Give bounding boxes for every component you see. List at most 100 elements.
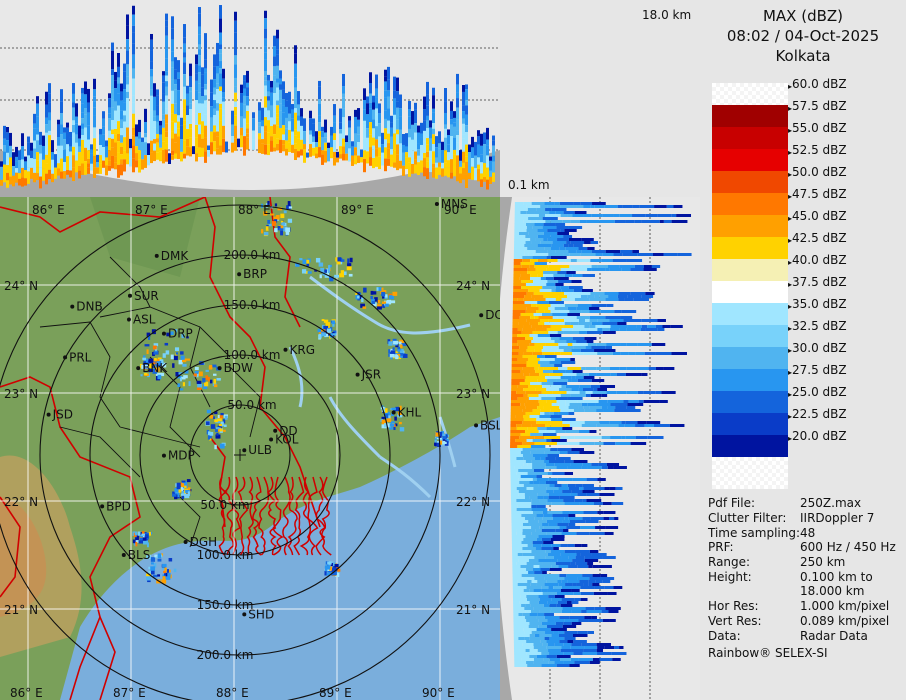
- lat-label-left: 23° N: [4, 387, 38, 401]
- lon-label-bottom: 88° E: [216, 686, 249, 700]
- legend-row: ▸ 50.0 dBZ: [712, 165, 902, 193]
- city-label: KOL: [275, 432, 299, 446]
- ring-label-south: 50.0 km: [200, 498, 249, 512]
- lat-label-right: 24° N: [456, 279, 490, 293]
- lon-label-bottom: 87° E: [113, 686, 146, 700]
- state-border: [0, 496, 21, 598]
- legend-swatch: [712, 281, 788, 303]
- radar-map-plot[interactable]: 50.0 km 100.0 km 150.0 km 200.0 km 50.0 km 10…: [0, 197, 500, 700]
- district-border: [229, 366, 261, 438]
- legend-tick-icon: ▸: [788, 214, 793, 223]
- ring-label-north: 200.0 km: [224, 248, 281, 262]
- city-label: BLS: [128, 548, 151, 562]
- legend-row: ▸ 25.0 dBZ: [712, 385, 902, 413]
- info-value: 0.089 km/pixel: [800, 613, 890, 628]
- city-marker: [237, 272, 242, 277]
- legend-label: 50.0 dBZ: [792, 165, 847, 179]
- legend-row: ▸ 30.0 dBZ: [712, 341, 902, 369]
- legend-swatch: [712, 325, 788, 347]
- city-label: BSL: [480, 418, 500, 432]
- profile-echoes: [510, 202, 692, 667]
- info-value: 0.100 km to 18.000 km: [800, 570, 873, 598]
- city-label: JSR: [361, 368, 382, 382]
- district-border: [149, 356, 201, 458]
- city-label: ULB: [248, 443, 272, 457]
- legend-row: ▸ 37.5 dBZ: [712, 275, 902, 303]
- info-row: Data: Radar Data: [708, 629, 904, 644]
- river: [288, 346, 304, 408]
- info-row: Vert Res: 0.089 km/pixel: [708, 614, 904, 629]
- legend-row: ▸ 45.0 dBZ: [712, 209, 902, 237]
- east-west-profile-plot: [500, 197, 700, 700]
- info-value: 1.000 km/pixel: [800, 599, 890, 613]
- legend-swatch: [712, 435, 788, 457]
- lat-label-right: 21° N: [456, 603, 490, 617]
- legend-row: ▸ 27.5 dBZ: [712, 363, 902, 391]
- lat-label-right: 22° N: [456, 495, 490, 509]
- legend-row: ▸ 55.0 dBZ: [712, 121, 902, 149]
- legend-label: 57.5 dBZ: [792, 99, 847, 113]
- info-row: Height: 0.100 km to 18.000 km: [708, 570, 904, 598]
- legend-row: ▸ 52.5 dBZ: [712, 143, 902, 171]
- lon-label-top: 88° E: [238, 203, 271, 217]
- city-marker: [136, 366, 141, 371]
- state-border: [99, 616, 116, 700]
- legend-swatch: [712, 413, 788, 435]
- city-marker: [269, 437, 274, 442]
- city-label: MNS: [441, 197, 468, 211]
- info-row: Clutter Filter: IIRDoppler 7: [708, 511, 904, 526]
- legend-tick-icon: ▸: [788, 236, 793, 245]
- city-label: DMK: [161, 249, 190, 263]
- ground-shadow: [500, 197, 512, 700]
- city-marker: [355, 372, 360, 377]
- legend-swatch: [712, 369, 788, 391]
- city-marker: [127, 293, 132, 298]
- city-label: ASL: [133, 313, 156, 327]
- state-border: [0, 376, 141, 700]
- city-label: BPD: [106, 499, 131, 513]
- radar-map[interactable]: 50.0 km 100.0 km 150.0 km 200.0 km 50.0 km 10…: [0, 197, 500, 700]
- city-label: DCA: [485, 308, 500, 322]
- lon-label-top: 86° E: [32, 203, 65, 217]
- city-label: BNK: [142, 361, 168, 375]
- info-key: Time sampling:: [708, 525, 801, 540]
- highland-peak-area: [0, 497, 47, 617]
- legend-row: ▸ 22.5 dBZ: [712, 407, 902, 435]
- legend-label: 60.0 dBZ: [792, 77, 847, 91]
- legend-label: 42.5 dBZ: [792, 231, 847, 245]
- height-bottom-label: 0.1 km: [508, 178, 550, 192]
- ring-label-south: 200.0 km: [197, 648, 254, 662]
- corner-panel: 18.0 km 0.1 km: [500, 0, 700, 197]
- city-marker: [63, 355, 68, 360]
- city-label: KHL: [398, 405, 422, 419]
- legend-label: 27.5 dBZ: [792, 363, 847, 377]
- legend-tick-icon: ▸: [788, 148, 793, 157]
- lon-label-top: 90° E: [444, 203, 477, 217]
- ring-label-south: 100.0 km: [197, 548, 254, 562]
- legend-row: ▸ 57.5 dBZ: [712, 99, 902, 127]
- info-value: 250 km: [800, 555, 846, 570]
- info-value: IIRDoppler 7: [800, 510, 875, 525]
- legend-tick-icon: ▸: [788, 434, 793, 443]
- software-credit: Rainbow® SELEX-SI: [708, 646, 828, 660]
- legend-label: 20.0 dBZ: [792, 429, 847, 443]
- info-row: Pdf File: 250Z.max: [708, 496, 904, 511]
- district-border: [119, 426, 201, 448]
- legend-swatch: [712, 83, 788, 105]
- info-row: PRF: 600 Hz / 450 Hz: [708, 540, 904, 555]
- info-row: Time sampling: 48: [708, 526, 904, 541]
- legend-swatch: [712, 259, 788, 281]
- legend-tick-icon: ▸: [788, 170, 793, 179]
- legend-tick-icon: ▸: [788, 346, 793, 355]
- lon-label-bottom: 90° E: [422, 686, 455, 700]
- city-marker: [126, 317, 131, 322]
- city-label: SUR: [134, 289, 159, 303]
- city-marker: [46, 412, 51, 417]
- legend-label: 37.5 dBZ: [792, 275, 847, 289]
- legend-swatch: [712, 105, 788, 127]
- city-label: BRP: [243, 267, 267, 281]
- legend-row: ▸ 60.0 dBZ: [712, 77, 902, 105]
- city-marker: [273, 428, 278, 433]
- legend-tick-icon: ▸: [788, 280, 793, 289]
- info-row: Range: 250 km: [708, 555, 904, 570]
